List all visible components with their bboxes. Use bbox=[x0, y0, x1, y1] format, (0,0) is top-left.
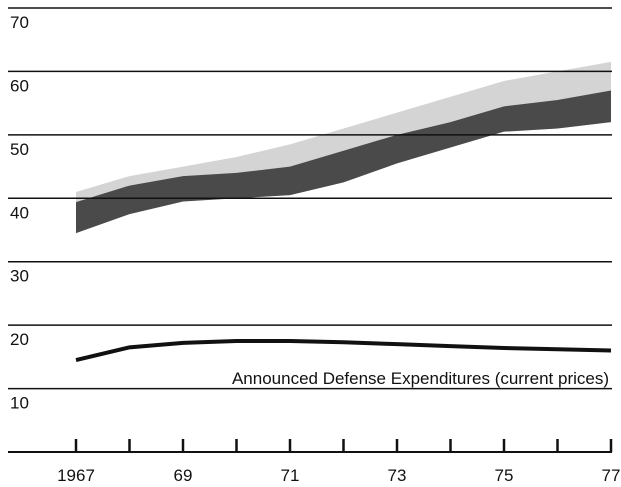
y-tick-label: 30 bbox=[10, 267, 29, 286]
x-tick-label: 71 bbox=[281, 466, 300, 485]
y-tick-label: 40 bbox=[10, 203, 29, 222]
x-tick-label: 77 bbox=[602, 466, 621, 485]
y-tick-label: 10 bbox=[10, 394, 29, 413]
y-tick-label: 20 bbox=[10, 330, 29, 349]
x-tick-label: 69 bbox=[174, 466, 193, 485]
band bbox=[76, 90, 611, 234]
y-tick-label: 70 bbox=[10, 13, 29, 32]
line bbox=[75, 339, 612, 362]
line-label: Announced Defense Expenditures (current … bbox=[232, 369, 609, 388]
x-tick-label: 75 bbox=[495, 466, 514, 485]
y-tick-label: 50 bbox=[10, 140, 29, 159]
x-tick-label: 1967 bbox=[57, 466, 95, 485]
y-tick-label: 60 bbox=[10, 76, 29, 95]
x-tick-label: 73 bbox=[388, 466, 407, 485]
